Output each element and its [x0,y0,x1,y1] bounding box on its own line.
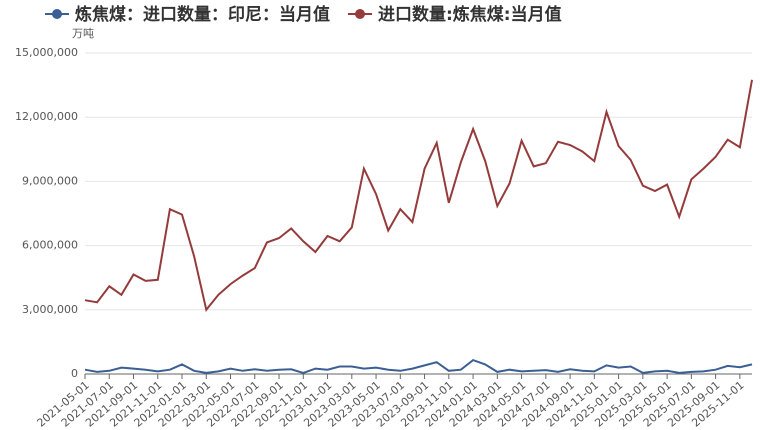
series-line [84,358,753,374]
y-tick-label: 12,000,000 [15,110,78,123]
y-tick-label: 3,000,000 [22,303,78,316]
y-tick-label: 0 [71,367,78,380]
legend-marker [355,9,365,19]
legend-label: 炼焦煤：进口数量：印尼：当月值 [75,4,330,25]
y-axis-unit: 万吨 [72,27,94,40]
y-tick-label: 15,000,000 [15,46,78,59]
series-line [84,79,753,313]
y-tick-label: 9,000,000 [22,174,78,187]
legend-label: 进口数量:炼焦煤:当月值 [378,4,562,25]
y-tick-label: 6,000,000 [22,239,78,252]
legend-marker [52,9,62,19]
